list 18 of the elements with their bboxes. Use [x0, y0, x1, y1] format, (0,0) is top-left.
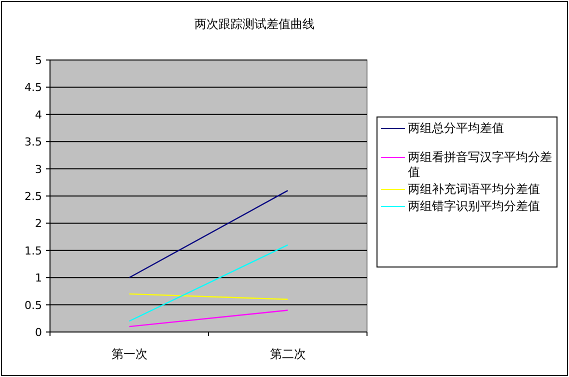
y-tick-label: 3.5 — [24, 136, 42, 149]
x-tick-label: 第一次 — [111, 347, 148, 361]
y-tick-label: 1.5 — [24, 244, 42, 258]
y-tick-label: 5 — [35, 54, 42, 67]
y-tick-label: 0.5 — [24, 298, 42, 312]
y-tick-label: 4.5 — [24, 81, 42, 94]
legend-label: 两组总分平均差值 — [408, 121, 504, 136]
y-tick-label: 2 — [35, 217, 42, 230]
chart-title: 两次跟踪测试差值曲线 — [194, 17, 314, 31]
y-tick-label: 3 — [35, 162, 42, 176]
legend-label: 两组错字识别平均分差值 — [408, 199, 540, 214]
y-tick-label: 1 — [35, 272, 42, 285]
legend-label: 两组补充词语平均分差值 — [408, 182, 540, 197]
y-tick-label: 4 — [35, 108, 42, 122]
y-tick-label: 2.5 — [24, 190, 42, 203]
legend-label: 两组看拼音写汉字平均分差值 — [408, 150, 553, 180]
y-tick-label: 0 — [35, 326, 42, 339]
x-tick-label: 第二次 — [270, 347, 306, 361]
